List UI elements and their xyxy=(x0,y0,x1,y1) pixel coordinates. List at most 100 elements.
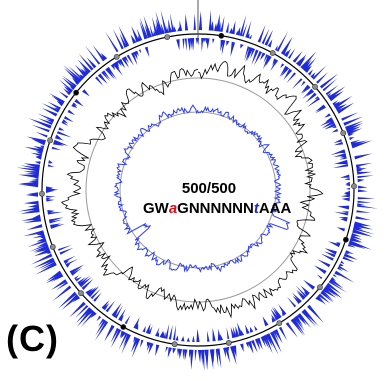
outer-mark xyxy=(20,208,40,214)
outer-mark xyxy=(280,36,293,56)
outer-mark xyxy=(20,165,40,170)
outer-mark xyxy=(349,137,355,141)
outer-mark xyxy=(145,323,151,334)
outer-mark xyxy=(143,15,152,38)
outer-mark xyxy=(341,112,359,121)
outer-mark xyxy=(30,152,43,157)
ring-dot xyxy=(113,54,120,60)
outer-mark xyxy=(69,86,75,91)
outer-mark xyxy=(112,28,124,50)
outer-mark xyxy=(27,192,39,195)
outer-mark xyxy=(349,238,362,243)
outer-mark xyxy=(300,80,306,87)
outer-mark xyxy=(166,26,169,34)
outer-mark xyxy=(81,278,94,290)
ring-dot xyxy=(225,339,232,346)
outer-mark xyxy=(58,79,73,92)
outer-mark xyxy=(175,335,179,341)
outer-mark xyxy=(332,164,349,169)
outer-mark xyxy=(351,140,373,149)
outer-mark xyxy=(178,348,183,359)
outer-mark xyxy=(230,41,236,57)
outer-mark xyxy=(257,24,266,43)
outer-mark xyxy=(123,333,130,348)
outer-mark xyxy=(32,214,41,219)
outer-mark xyxy=(197,350,202,363)
outer-mark xyxy=(229,27,233,34)
outer-mark xyxy=(324,286,339,298)
outer-mark xyxy=(97,318,105,328)
outer-mark xyxy=(118,58,126,69)
outer-mark xyxy=(27,204,39,208)
outer-mark xyxy=(74,64,87,78)
outer-mark xyxy=(306,89,315,97)
outer-mark xyxy=(230,326,236,339)
outer-mark xyxy=(276,30,289,52)
outer-mark xyxy=(18,174,39,179)
outer-mark xyxy=(344,177,350,181)
outer-mark xyxy=(226,327,230,340)
motif-middle: GNNNNNN xyxy=(177,200,254,217)
outer-mark xyxy=(46,272,63,284)
outer-mark xyxy=(78,275,91,286)
outer-mark xyxy=(45,119,54,123)
outer-mark xyxy=(265,55,272,67)
outer-mark xyxy=(251,340,258,353)
outer-mark xyxy=(37,118,53,125)
outer-mark xyxy=(159,330,164,338)
outer-mark xyxy=(35,155,42,159)
outer-mark xyxy=(46,199,55,202)
outer-mark xyxy=(212,327,216,342)
outer-mark xyxy=(201,38,204,52)
outer-mark xyxy=(61,77,76,90)
outer-mark xyxy=(48,160,53,164)
outer-mark xyxy=(100,52,108,61)
outer-mark xyxy=(356,162,373,167)
outer-mark xyxy=(160,22,165,35)
outer-mark xyxy=(16,167,40,172)
outer-mark xyxy=(112,62,123,76)
outer-mark xyxy=(209,349,214,370)
outer-mark xyxy=(110,329,122,348)
outer-mark xyxy=(223,347,226,359)
ring-dot xyxy=(49,243,56,250)
outer-mark xyxy=(118,308,127,321)
outer-mark xyxy=(200,349,203,366)
outer-mark xyxy=(78,53,94,71)
ring-dot xyxy=(47,137,53,144)
outer-mark xyxy=(148,342,154,355)
outer-mark xyxy=(18,207,40,212)
outer-mark xyxy=(32,234,45,239)
outer-mark xyxy=(165,346,169,353)
outer-mark xyxy=(333,139,342,143)
outer-mark xyxy=(297,57,306,67)
outer-mark xyxy=(316,295,326,305)
outer-mark xyxy=(330,277,336,281)
outer-mark xyxy=(31,124,50,133)
outer-mark xyxy=(259,52,266,61)
outer-mark xyxy=(115,61,119,67)
outer-mark xyxy=(292,295,301,304)
outer-mark xyxy=(80,68,88,76)
ring-dot xyxy=(218,32,225,39)
outer-mark xyxy=(286,72,296,84)
outer-mark xyxy=(318,293,331,304)
outer-mark xyxy=(301,310,317,328)
outer-mark xyxy=(130,337,139,353)
outer-mark xyxy=(126,54,134,66)
outer-mark xyxy=(133,317,140,329)
outer-mark xyxy=(296,289,306,299)
outer-mark xyxy=(105,300,116,313)
outer-mark xyxy=(308,69,313,76)
outer-mark xyxy=(75,307,92,324)
outer-mark xyxy=(267,39,273,48)
outer-mark xyxy=(182,38,185,50)
outer-mark xyxy=(53,107,60,111)
outer-mark xyxy=(321,290,335,302)
outer-mark xyxy=(303,291,309,297)
outer-mark xyxy=(348,242,366,250)
outer-mark xyxy=(278,304,287,316)
outer-mark xyxy=(31,253,53,265)
outer-mark xyxy=(324,122,336,130)
outer-mark xyxy=(221,40,226,56)
